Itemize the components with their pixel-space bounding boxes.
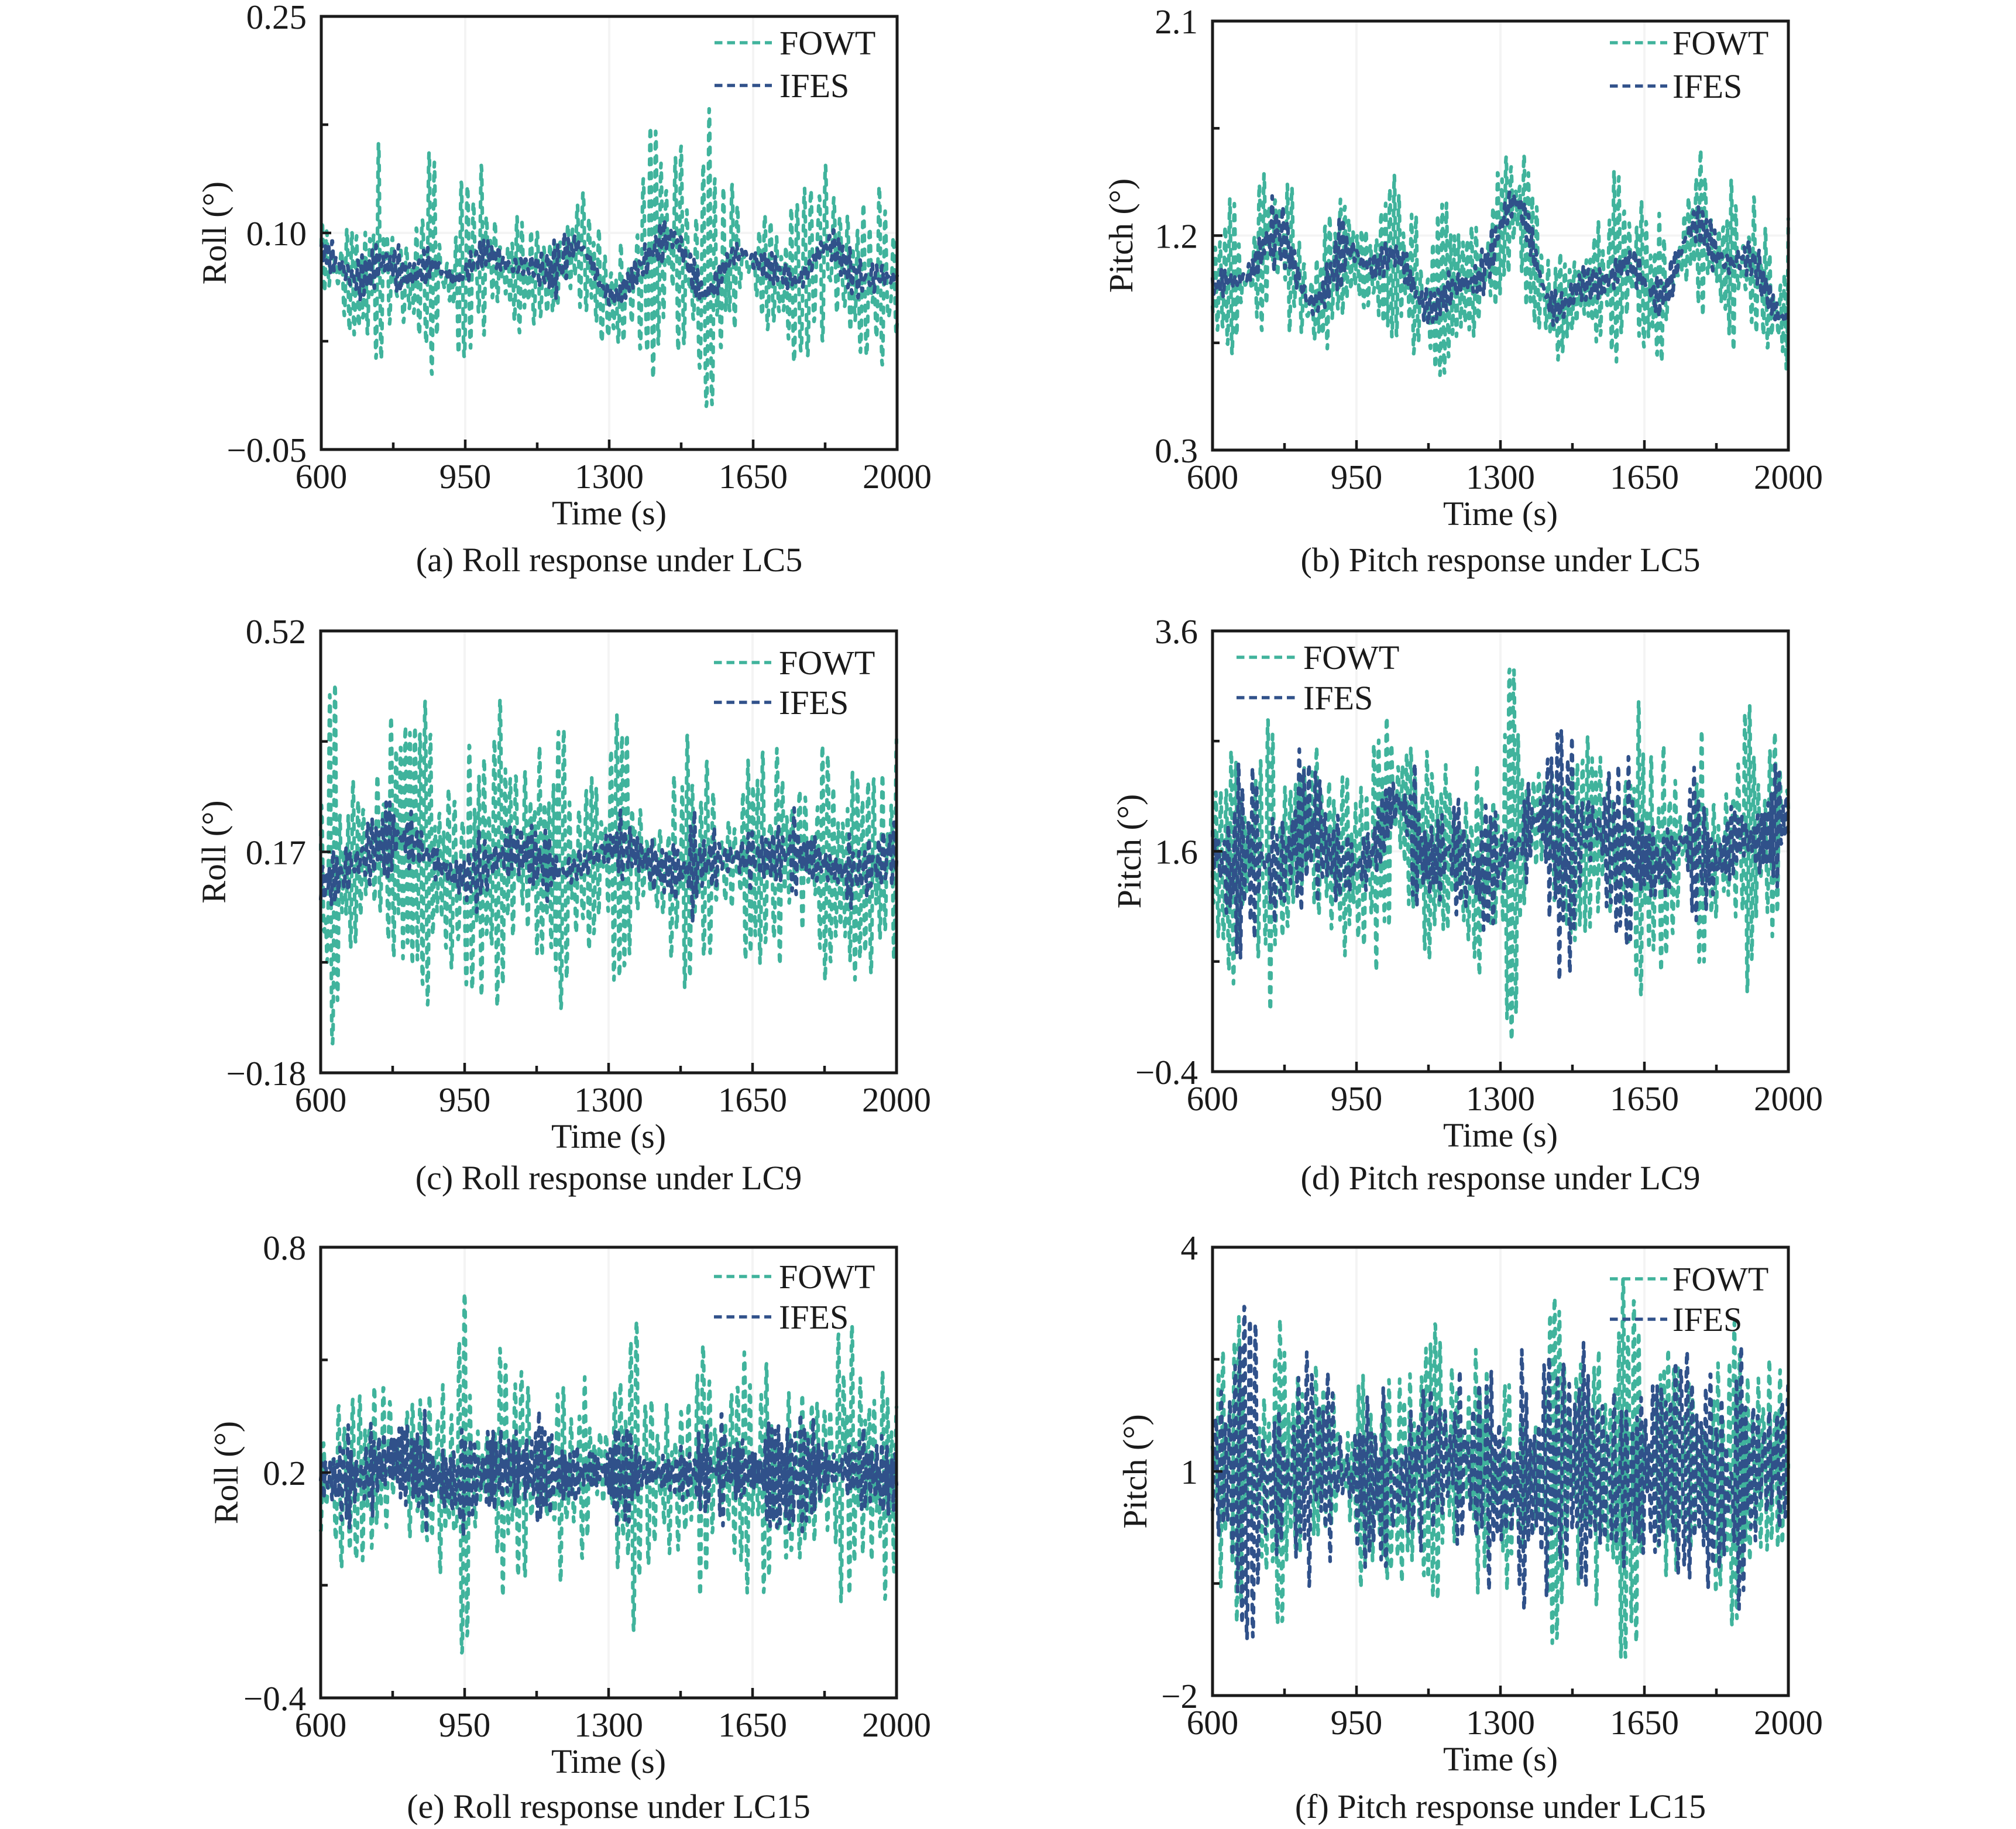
svg-text:FOWT: FOWT (1672, 24, 1768, 62)
svg-text:1300: 1300 (1466, 458, 1535, 496)
svg-text:IFES: IFES (1303, 679, 1373, 717)
svg-text:0.17: 0.17 (246, 833, 306, 872)
svg-text:−0.05: −0.05 (226, 431, 307, 469)
svg-text:(a) Roll response under LC5: (a) Roll response under LC5 (416, 541, 802, 579)
svg-text:Time (s): Time (s) (1443, 495, 1558, 533)
svg-text:0.2: 0.2 (263, 1454, 306, 1492)
svg-text:950: 950 (439, 457, 492, 496)
svg-text:FOWT: FOWT (1303, 639, 1399, 677)
svg-text:Time (s): Time (s) (552, 494, 667, 532)
svg-text:1650: 1650 (718, 1080, 787, 1119)
svg-text:4: 4 (1181, 1229, 1198, 1267)
svg-text:IFES: IFES (1672, 1300, 1742, 1339)
svg-text:(b) Pitch response under LC5: (b) Pitch response under LC5 (1301, 541, 1701, 579)
svg-text:Pitch (°): Pitch (°) (1102, 179, 1140, 293)
svg-text:−0.4: −0.4 (1135, 1053, 1198, 1092)
svg-text:0.52: 0.52 (246, 612, 306, 651)
svg-text:1.6: 1.6 (1155, 833, 1198, 871)
svg-text:−2: −2 (1161, 1677, 1198, 1715)
svg-text:Time (s): Time (s) (1443, 1116, 1558, 1154)
svg-text:950: 950 (439, 1080, 491, 1119)
svg-text:0.10: 0.10 (246, 214, 307, 253)
svg-text:FOWT: FOWT (1672, 1260, 1768, 1298)
svg-text:(c) Roll response under LC9: (c) Roll response under LC9 (415, 1159, 802, 1197)
svg-text:IFES: IFES (1672, 67, 1742, 105)
svg-text:600: 600 (295, 1080, 347, 1119)
svg-text:2000: 2000 (862, 1706, 931, 1744)
svg-text:Roll (°): Roll (°) (195, 181, 233, 284)
svg-text:2.1: 2.1 (1155, 2, 1198, 41)
svg-text:0.3: 0.3 (1155, 431, 1198, 470)
svg-text:2000: 2000 (863, 457, 932, 496)
svg-text:1650: 1650 (1610, 458, 1679, 496)
svg-text:950: 950 (1331, 1703, 1383, 1742)
svg-text:Time (s): Time (s) (551, 1742, 666, 1780)
svg-text:−0.18: −0.18 (226, 1054, 306, 1093)
svg-text:Pitch (°): Pitch (°) (1110, 794, 1148, 909)
svg-text:0.8: 0.8 (263, 1229, 306, 1267)
svg-text:2000: 2000 (1754, 458, 1823, 496)
svg-text:600: 600 (1187, 1079, 1239, 1118)
svg-text:IFES: IFES (779, 684, 849, 722)
svg-text:2000: 2000 (1754, 1079, 1823, 1118)
svg-text:1300: 1300 (1466, 1703, 1535, 1742)
svg-text:(e) Roll response under LC15: (e) Roll response under LC15 (407, 1787, 810, 1825)
svg-text:FOWT: FOWT (779, 644, 875, 682)
svg-text:Roll (°): Roll (°) (195, 800, 233, 903)
svg-text:600: 600 (296, 457, 348, 496)
svg-text:FOWT: FOWT (779, 1258, 875, 1296)
svg-text:1300: 1300 (574, 1706, 643, 1744)
svg-text:1650: 1650 (1610, 1079, 1679, 1118)
svg-text:1.2: 1.2 (1155, 217, 1198, 256)
svg-text:1: 1 (1181, 1453, 1198, 1491)
svg-text:3.6: 3.6 (1155, 612, 1198, 651)
svg-text:FOWT: FOWT (779, 24, 875, 62)
svg-text:IFES: IFES (779, 67, 849, 105)
svg-text:1300: 1300 (575, 457, 644, 496)
svg-text:950: 950 (1331, 458, 1383, 496)
svg-text:600: 600 (1187, 1703, 1239, 1742)
svg-text:Time (s): Time (s) (551, 1117, 666, 1155)
svg-text:2000: 2000 (862, 1080, 931, 1119)
svg-text:(d) Pitch response under LC9: (d) Pitch response under LC9 (1301, 1159, 1701, 1197)
svg-text:2000: 2000 (1754, 1703, 1823, 1742)
svg-text:(f) Pitch response under LC15: (f) Pitch response under LC15 (1295, 1787, 1706, 1825)
svg-text:IFES: IFES (779, 1298, 849, 1336)
svg-text:1300: 1300 (1466, 1079, 1535, 1118)
svg-text:−0.4: −0.4 (243, 1679, 306, 1718)
svg-text:Time (s): Time (s) (1443, 1740, 1558, 1778)
svg-text:600: 600 (1187, 458, 1239, 496)
svg-text:0.25: 0.25 (246, 0, 307, 36)
svg-text:1650: 1650 (718, 1706, 787, 1744)
svg-text:Roll (°): Roll (°) (207, 1421, 245, 1524)
svg-text:950: 950 (1331, 1079, 1383, 1118)
svg-text:1650: 1650 (719, 457, 788, 496)
svg-text:600: 600 (295, 1706, 347, 1744)
svg-text:1650: 1650 (1610, 1703, 1679, 1742)
svg-text:Pitch (°): Pitch (°) (1116, 1414, 1154, 1529)
svg-text:1300: 1300 (574, 1080, 643, 1119)
svg-text:950: 950 (439, 1706, 491, 1744)
